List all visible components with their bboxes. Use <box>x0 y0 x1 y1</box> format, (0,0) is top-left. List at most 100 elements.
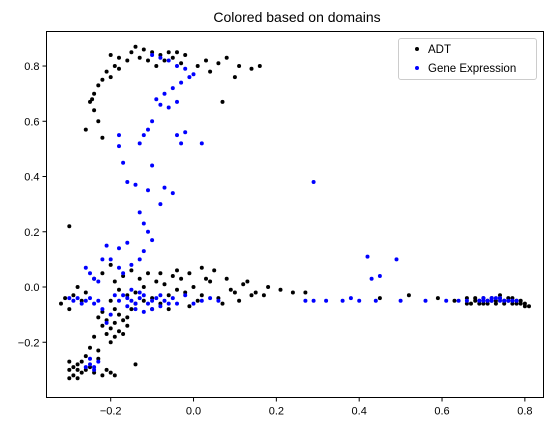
gene-expression-point <box>158 202 163 207</box>
adt-point <box>249 293 254 298</box>
gene-expression-point <box>493 296 498 301</box>
legend-marker-adt <box>415 47 419 51</box>
gene-expression-point <box>96 359 101 364</box>
adt-point <box>121 318 126 323</box>
adt-point <box>137 276 142 281</box>
adt-point <box>266 285 271 289</box>
adt-point <box>112 373 117 378</box>
plot-frame <box>46 31 544 398</box>
adt-point <box>112 64 117 68</box>
adt-point <box>518 301 523 306</box>
y-tick-label: 0.8 <box>24 61 39 73</box>
adt-point <box>469 301 473 306</box>
adt-point <box>67 224 72 229</box>
adt-point <box>108 262 113 267</box>
adt-point <box>79 298 84 303</box>
gene-expression-point <box>129 262 134 267</box>
adt-point <box>183 53 188 57</box>
gene-expression-point <box>369 276 374 281</box>
gene-expression-point <box>133 182 138 187</box>
adt-point <box>129 268 134 273</box>
adt-point <box>83 367 88 372</box>
adt-point <box>154 64 159 68</box>
gene-expression-point <box>170 296 175 301</box>
gene-expression-point <box>175 133 179 138</box>
adt-point <box>278 287 283 292</box>
gene-expression-point <box>141 309 146 314</box>
gene-expression-point <box>183 293 188 298</box>
adt-point <box>406 293 411 298</box>
adt-point <box>377 296 382 301</box>
adt-point <box>92 91 97 96</box>
gene-expression-point <box>170 191 175 196</box>
adt-point <box>108 298 113 303</box>
gene-expression-point <box>141 221 146 226</box>
gene-expression-point <box>158 55 163 60</box>
adt-point <box>204 58 208 63</box>
adt-point <box>493 301 498 306</box>
gene-expression-point <box>129 298 134 303</box>
gene-expression-point <box>398 298 403 303</box>
adt-point <box>208 279 213 284</box>
gene-expression-point <box>108 257 113 262</box>
adt-point <box>125 323 130 328</box>
gene-expression-point <box>100 307 105 312</box>
adt-point <box>175 287 179 292</box>
gene-expression-point <box>498 296 502 301</box>
adt-point <box>121 274 126 278</box>
y-tick-label: 0.6 <box>24 116 39 128</box>
adt-point <box>67 307 72 312</box>
adt-point <box>59 301 63 306</box>
gene-expression-point <box>175 64 179 68</box>
adt-point <box>83 354 88 359</box>
adt-point <box>498 293 502 298</box>
gene-expression-point <box>150 238 155 243</box>
adt-point <box>112 279 117 284</box>
x-tick-label: 0.2 <box>269 406 284 418</box>
gene-expression-point <box>146 301 150 306</box>
gene-expression-point <box>117 144 121 149</box>
gene-expression-point <box>88 362 92 367</box>
gene-expression-point <box>166 105 171 110</box>
gene-expression-point <box>365 254 370 259</box>
adt-point <box>121 332 126 336</box>
gene-expression-point <box>175 301 179 306</box>
gene-expression-point <box>456 298 461 303</box>
legend-label-gene-expression: Gene Expression <box>428 63 516 75</box>
gene-expression-point <box>88 271 92 276</box>
gene-expression-point <box>464 298 469 303</box>
gene-expression-point <box>137 257 142 262</box>
adt-point <box>100 309 105 314</box>
gene-expression-point <box>162 91 167 96</box>
adt-point <box>112 320 117 325</box>
gene-expression-point <box>162 298 167 303</box>
adt-point <box>117 329 121 334</box>
adt-point <box>241 282 246 287</box>
adt-point <box>108 53 113 57</box>
adt-point <box>191 285 196 289</box>
adt-point <box>175 50 179 55</box>
gene-expression-point <box>83 265 88 270</box>
adt-point <box>100 271 105 276</box>
adt-point <box>464 301 469 306</box>
gene-expression-point <box>121 160 126 165</box>
gene-expression-point <box>96 298 101 303</box>
adt-point <box>117 287 121 292</box>
adt-point <box>100 77 105 82</box>
adt-point <box>108 326 113 331</box>
adt-point <box>481 301 486 306</box>
adt-point <box>71 373 76 378</box>
adt-point <box>510 301 515 306</box>
adt-point <box>518 298 523 303</box>
gene-expression-point <box>179 141 184 146</box>
gene-expression-point <box>481 298 486 303</box>
gene-expression-point <box>311 180 316 184</box>
adt-point <box>79 359 84 364</box>
adt-point <box>100 135 105 140</box>
adt-point <box>108 370 113 375</box>
adt-point <box>232 290 237 295</box>
gene-expression-point <box>303 298 308 303</box>
adt-point <box>162 282 167 287</box>
gene-expression-point <box>125 240 130 245</box>
y-tick-label: 0.0 <box>24 282 39 294</box>
